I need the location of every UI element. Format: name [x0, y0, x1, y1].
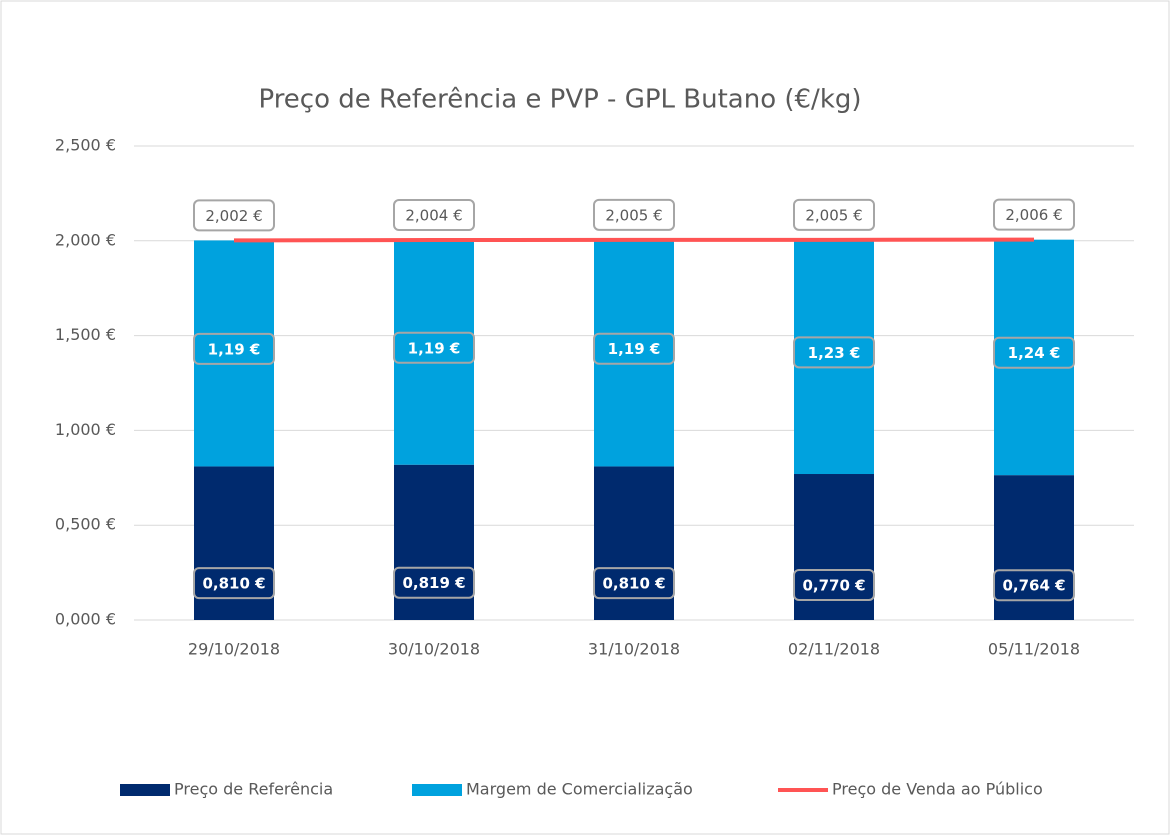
data-label-box: [793, 198, 875, 231]
data-label-box: [793, 568, 875, 601]
legend-label: Preço de Referência: [174, 780, 333, 799]
data-label: 1,23 €: [808, 344, 861, 362]
legend-label: Preço de Venda ao Público: [832, 780, 1043, 799]
y-tick-label: 1,500 €: [55, 325, 116, 344]
data-label-box: [593, 567, 675, 600]
x-tick-label: 30/10/2018: [388, 640, 480, 659]
data-label: 2,002 €: [205, 207, 262, 225]
data-label: 2,005 €: [605, 206, 662, 224]
y-tick-label: 1,000 €: [55, 420, 116, 439]
legend-swatch: [120, 784, 170, 796]
y-tick-label: 2,000 €: [55, 230, 116, 249]
data-label-box: [193, 199, 275, 232]
data-label: 2,004 €: [405, 207, 462, 225]
line: [233, 237, 1035, 243]
data-label: 0,764 €: [1002, 577, 1065, 595]
data-label-box: [393, 199, 475, 232]
legend-swatch: [412, 784, 462, 796]
data-label-box: [993, 336, 1075, 369]
data-label-box: [193, 332, 275, 365]
y-tick-label: 0,000 €: [55, 610, 116, 629]
data-label: 1,19 €: [208, 340, 261, 358]
data-label-box: [593, 332, 675, 365]
y-tick-label: 2,500 €: [55, 136, 116, 155]
data-label: 0,810 €: [202, 575, 265, 593]
chart-title: Preço de Referência e PVP - GPL Butano (…: [258, 85, 861, 115]
data-label: 1,19 €: [408, 339, 461, 357]
data-label: 0,819 €: [402, 574, 465, 592]
data-label-box: [393, 566, 475, 599]
data-label-box: [793, 336, 875, 369]
data-label: 1,19 €: [608, 340, 661, 358]
data-label-box: [193, 567, 275, 600]
x-tick-label: 02/11/2018: [788, 640, 880, 659]
data-label: 0,770 €: [802, 576, 865, 594]
data-label-box: [393, 331, 475, 364]
legend-label: Margem de Comercialização: [466, 780, 693, 799]
data-label-box: [993, 569, 1075, 602]
data-label: 1,24 €: [1008, 344, 1061, 362]
data-label-box: [993, 198, 1075, 231]
y-tick-label: 0,500 €: [55, 515, 116, 534]
x-tick-label: 05/11/2018: [988, 640, 1080, 659]
data-label-box: [593, 198, 675, 231]
x-tick-label: 31/10/2018: [588, 640, 680, 659]
data-label: 2,006 €: [1005, 206, 1062, 224]
data-label: 0,810 €: [602, 575, 665, 593]
data-label: 2,005 €: [805, 206, 862, 224]
x-tick-label: 29/10/2018: [188, 640, 280, 659]
